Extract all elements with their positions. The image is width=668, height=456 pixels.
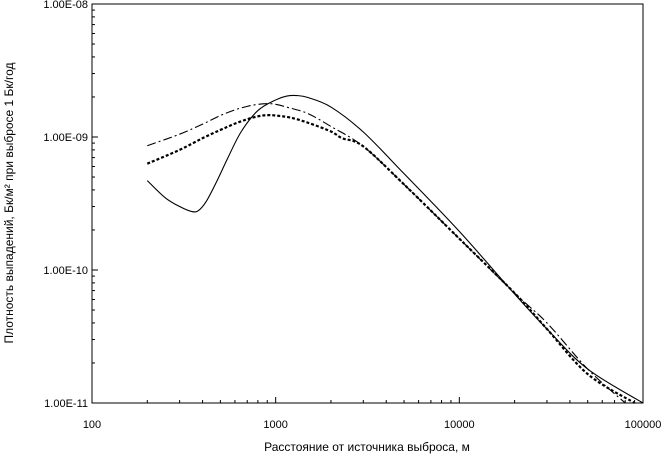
y-tick-label: 1.00E-08 — [43, 0, 88, 11]
series-line-1 — [146, 94, 644, 404]
y-tick-label: 1.00E-09 — [43, 132, 88, 144]
y-tick-label: 1.00E-11 — [44, 398, 88, 410]
y-tick-label: 1.00E-10 — [43, 265, 88, 277]
series-line-3 — [146, 113, 636, 404]
x-tick-label: 100000 — [625, 419, 662, 431]
y-axis-title: Плотность выпадений, Бк/м² при выбросе 1… — [2, 62, 16, 343]
x-axis: 100 1000 10000 100000 — [83, 397, 662, 431]
x-tick-label: 10000 — [444, 419, 475, 431]
plot-area — [91, 3, 644, 404]
x-tick-label: 1000 — [263, 419, 287, 431]
series-layer — [146, 94, 644, 404]
x-axis-title: Расстояние от источника выброса, м — [264, 440, 470, 454]
x-tick-label: 100 — [83, 419, 101, 431]
y-axis: 1.00E-11 1.00E-10 1.00E-09 1.00E-08 — [43, 0, 98, 410]
